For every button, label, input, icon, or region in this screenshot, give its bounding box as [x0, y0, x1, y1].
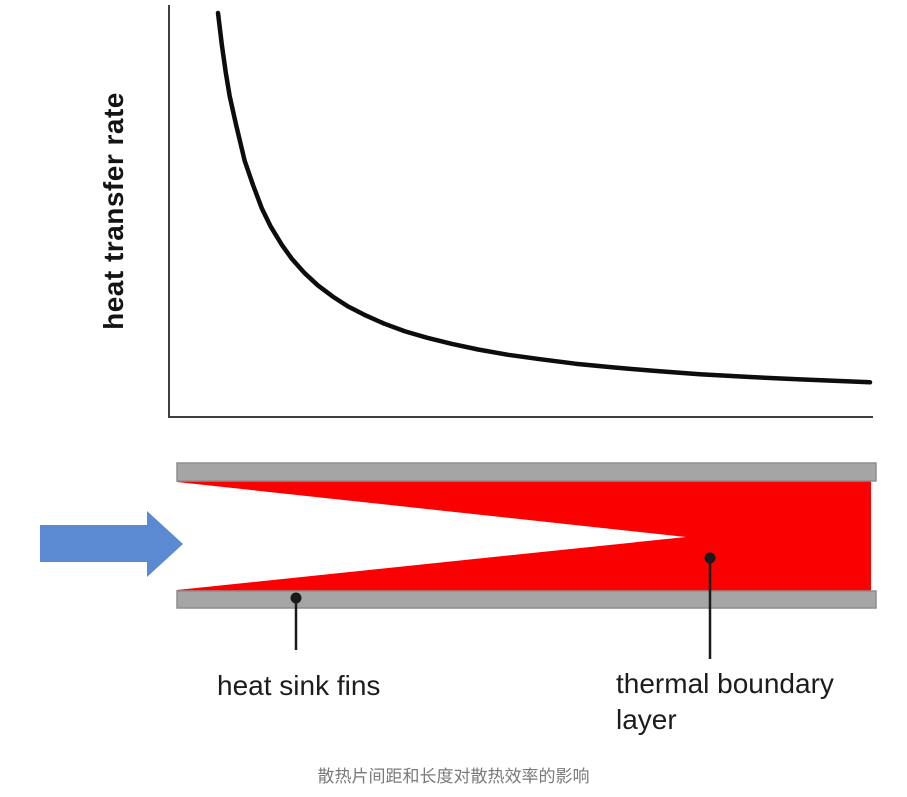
boundary-callout-dot — [704, 552, 716, 564]
flow-arrow-icon — [40, 511, 183, 577]
heat-sink-fins-label: heat sink fins — [217, 670, 381, 701]
thermal-boundary-layer-label: thermal boundary layer — [616, 668, 834, 735]
fins-callout-dot — [290, 592, 302, 604]
heat-transfer-curve — [215, 10, 873, 385]
heat-sink-fin-top — [176, 462, 877, 482]
y-axis-label: heat transfer rate — [98, 92, 129, 330]
figure-caption: 散热片间距和长度对散热效率的影响 — [317, 767, 590, 786]
heat-sink-fin-bottom — [176, 590, 877, 609]
flow-core-wedge — [177, 482, 686, 590]
